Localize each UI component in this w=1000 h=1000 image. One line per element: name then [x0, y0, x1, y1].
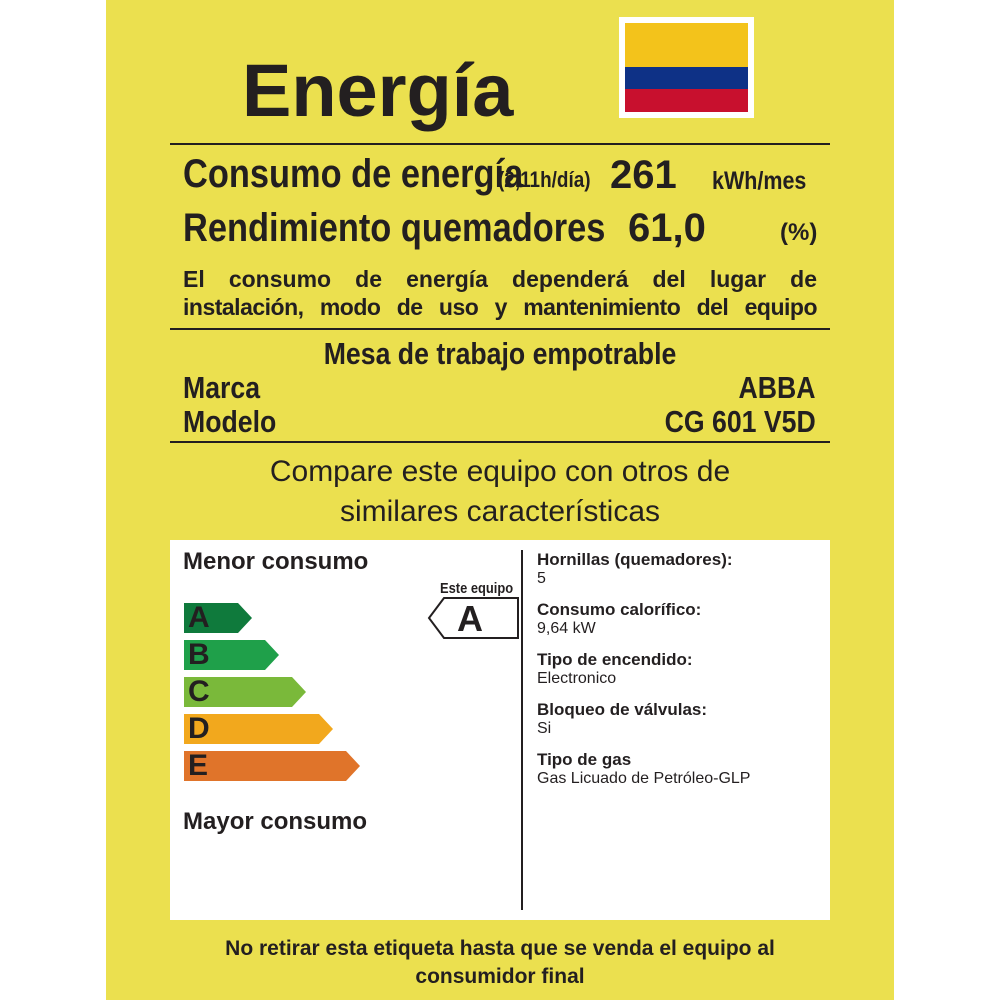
spec-value: Si [537, 720, 552, 737]
colombia-flag-icon [619, 17, 754, 118]
rendimiento-value: 61,0 [628, 206, 706, 250]
mayor-consumo-label: Mayor consumo [183, 808, 368, 835]
spec-value: Electronico [537, 670, 617, 687]
consumo-hours: (2,11h/día) [498, 167, 591, 192]
consumo-value: 261 [610, 153, 677, 197]
panel-divider [521, 550, 523, 910]
spec-value: 5 [537, 570, 546, 587]
spec-key: Hornillas (quemadores): [537, 550, 733, 569]
este-equipo-label: Este equipo [440, 580, 514, 597]
modelo-label: Modelo [183, 404, 277, 439]
spec-key: Bloqueo de válvulas: [537, 700, 708, 719]
consumo-label: Consumo de energía [183, 152, 524, 196]
grade-letter: E [188, 749, 209, 782]
grade-letter: B [188, 638, 210, 671]
divider [170, 143, 830, 145]
spec-item: Tipo de gas Gas Licuado de Petróleo-GLP [537, 750, 750, 800]
compare-text: Compare este equipo con otros de similar… [170, 452, 830, 532]
spec-value: Gas Licuado de Petróleo-GLP [537, 770, 751, 787]
spec-item: Hornillas (quemadores): 5 [537, 550, 750, 600]
modelo-value: CG 601 V5D [664, 404, 816, 439]
grade-letter: A [188, 601, 210, 634]
grade-bar-e: E [184, 751, 360, 781]
spec-item: Bloqueo de válvulas: Si [537, 700, 750, 750]
footer-note: No retirar esta etiqueta hasta que se ve… [106, 935, 894, 991]
grade-bar-d: D [184, 714, 333, 744]
rendimiento-label: Rendimiento quemadores [183, 206, 606, 250]
disclaimer-line-1: El consumo de energía dependerá del luga… [183, 266, 817, 292]
spec-key: Tipo de gas [537, 750, 632, 769]
label-title: Energía [242, 49, 514, 132]
footer-line-2: consumidor final [415, 965, 585, 988]
marca-label: Marca [183, 370, 261, 405]
spec-key: Consumo calorífico: [537, 600, 702, 619]
spec-value: 9,64 kW [537, 620, 596, 637]
consumo-unit: kWh/mes [712, 167, 807, 195]
divider [170, 328, 830, 330]
grade-letter: C [188, 675, 210, 708]
divider [170, 441, 830, 443]
spec-item: Consumo calorífico: 9,64 kW [537, 600, 750, 650]
marca-value: ABBA [738, 370, 816, 405]
rendimiento-unit: (%) [780, 219, 818, 246]
footer-line-1: No retirar esta etiqueta hasta que se ve… [225, 937, 775, 960]
spec-key: Tipo de encendido: [537, 650, 693, 669]
spec-item: Tipo de encendido: Electronico [537, 650, 750, 700]
this-grade-arrow [427, 597, 519, 639]
compare-line-2: similares características [339, 495, 661, 528]
spec-list: Hornillas (quemadores): 5 Consumo calorífi… [537, 550, 750, 800]
grade-letter: D [188, 712, 210, 745]
disclaimer-line-2: instalación, modo de uso y mantenimiento… [183, 294, 818, 320]
product-type: Mesa de trabajo empotrable [323, 336, 677, 371]
grade-bar-a: A [184, 603, 252, 633]
grade-bar-b: B [184, 640, 279, 670]
compare-line-1: Compare este equipo con otros de [269, 455, 731, 488]
menor-consumo-label: Menor consumo [183, 548, 369, 575]
this-grade-letter: A [457, 598, 483, 639]
grade-bar-c: C [184, 677, 306, 707]
